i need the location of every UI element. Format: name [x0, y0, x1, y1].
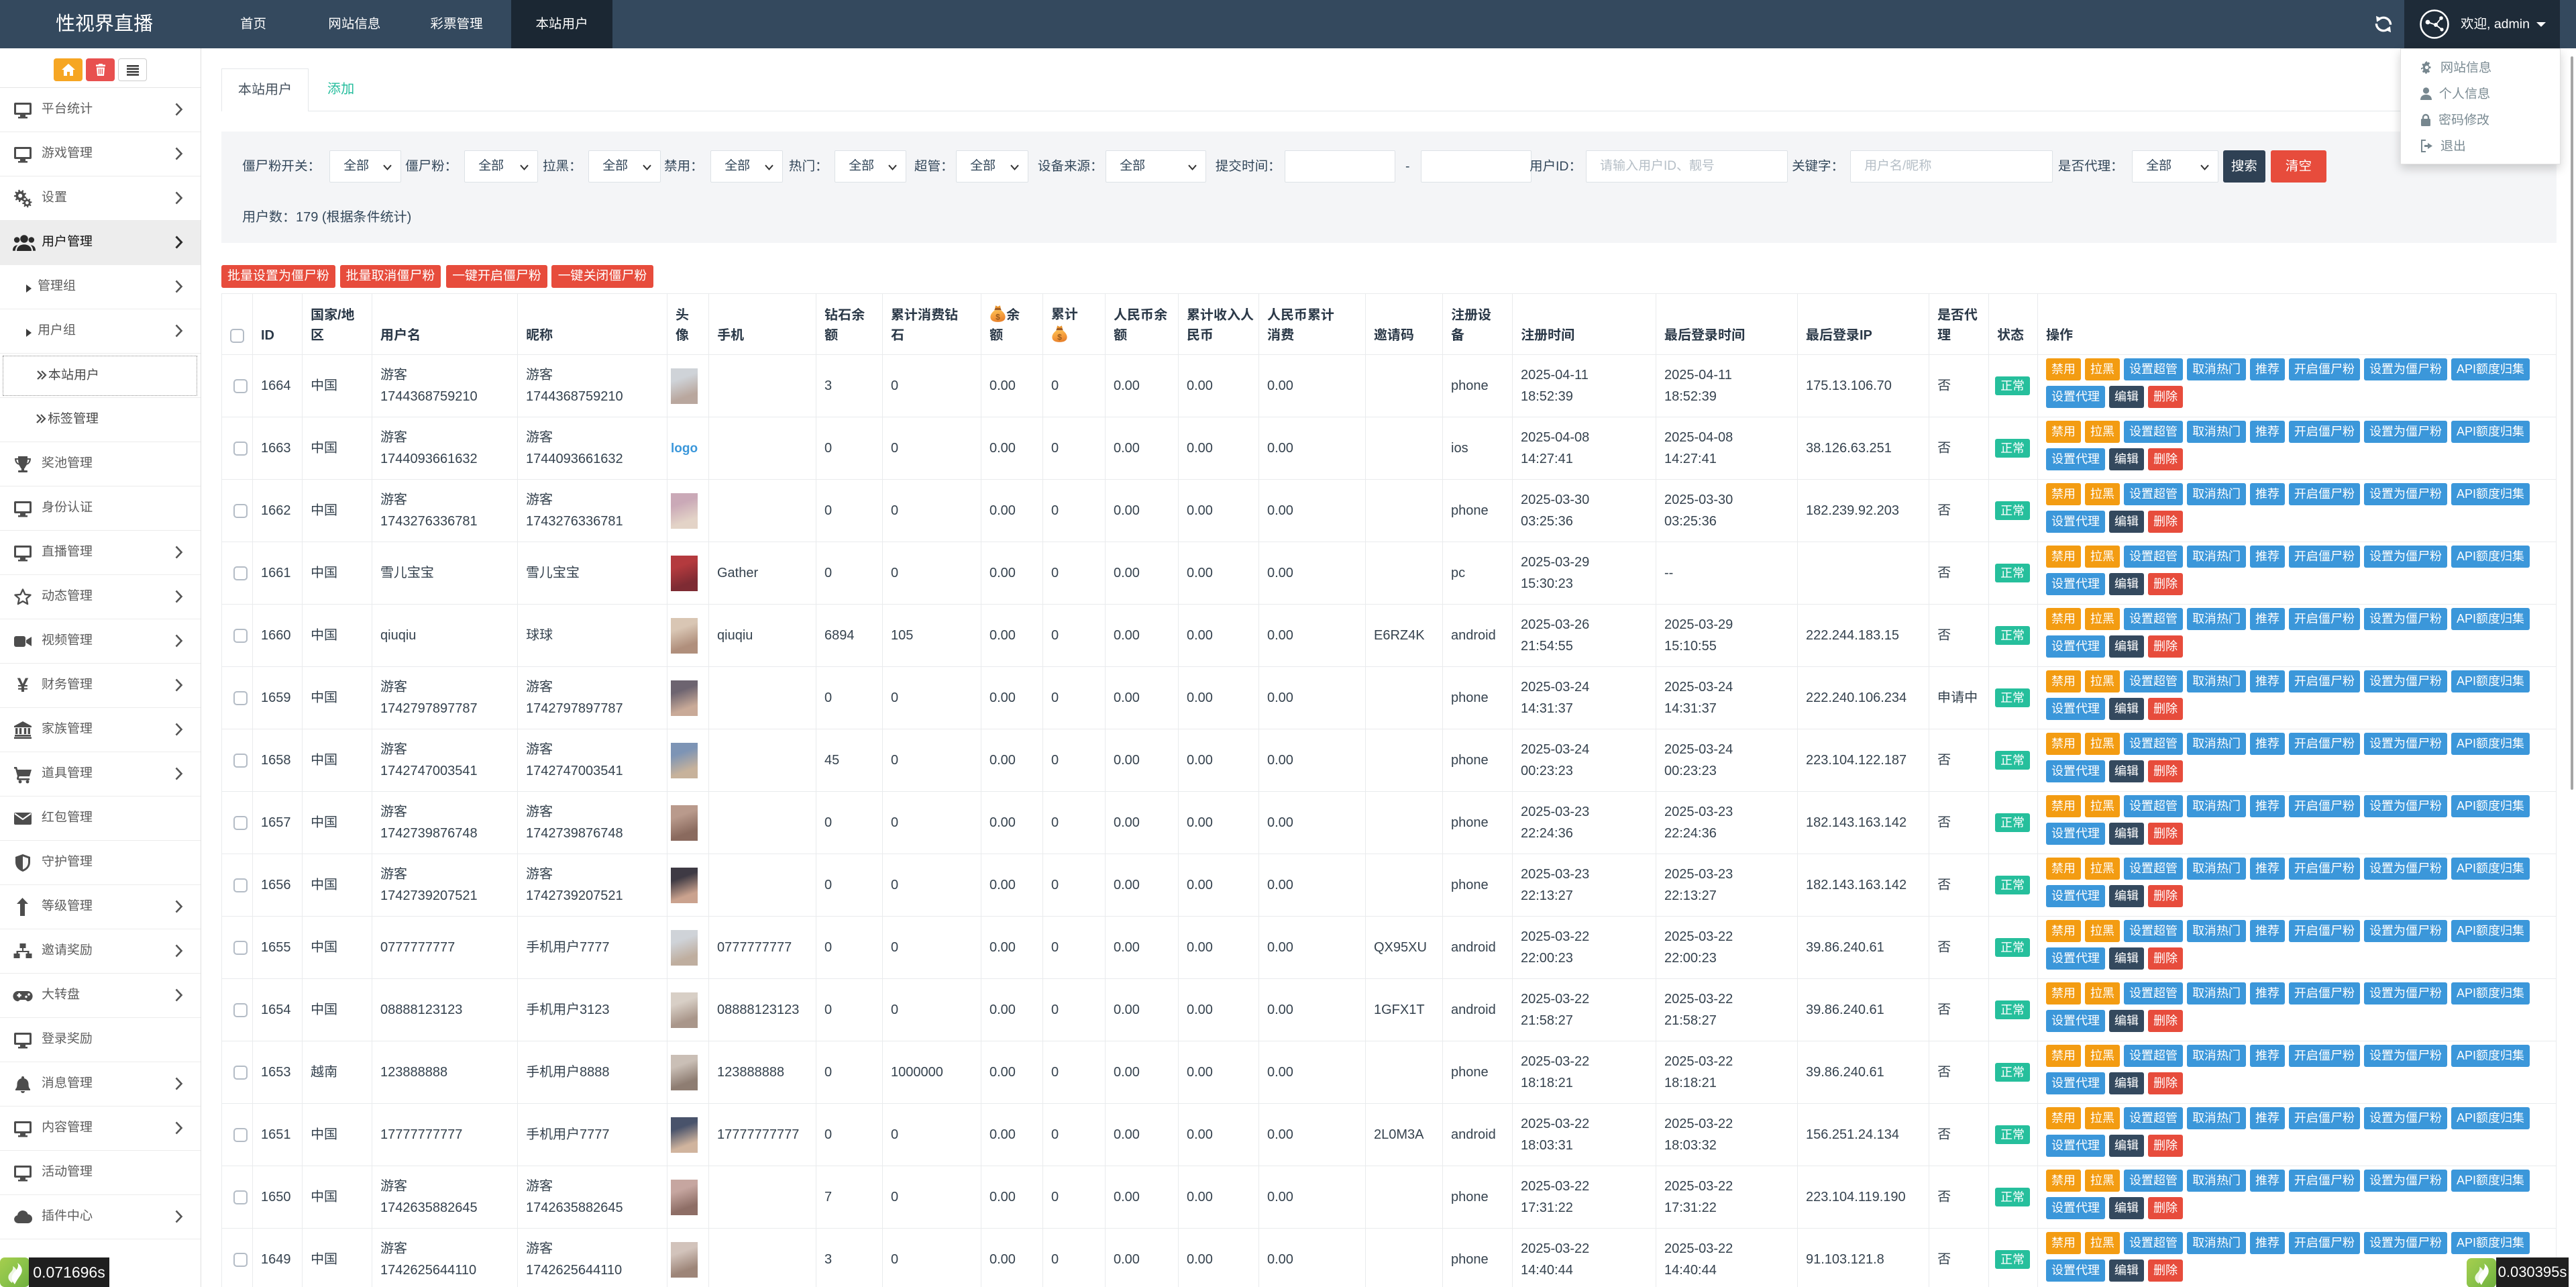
- svg-text:$: $: [996, 313, 1000, 322]
- svg-text:$: $: [1057, 333, 1062, 342]
